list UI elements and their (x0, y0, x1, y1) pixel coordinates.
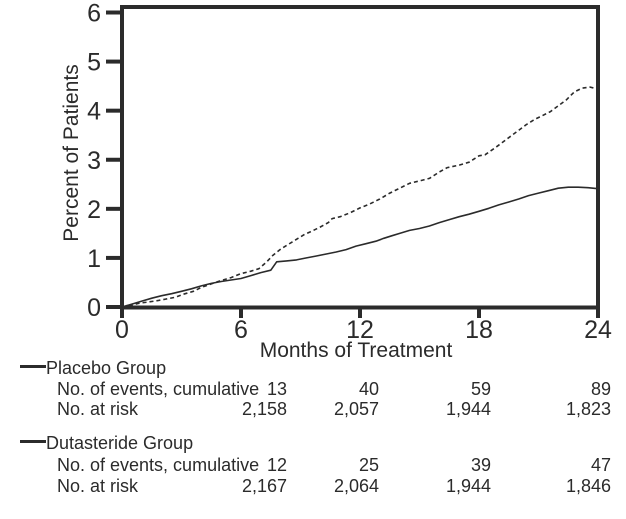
placebo-curve (121, 86, 599, 308)
x-tick-label: 6 (234, 316, 248, 344)
plot-border (120, 5, 600, 310)
legend-row-dutasteride: Dutasteride Group (0, 434, 626, 454)
risk-row-label: No. at risk (57, 476, 139, 496)
chart-canvas: 24 18 12 6 0 6 5 4 3 2 1 0 Percent of Patients Mont… (60, 0, 612, 362)
dutasteride-risk-row: No. at risk 2,167 2,064 1,944 1,846 (0, 477, 626, 497)
y-tick-label: 6 (87, 0, 101, 28)
dutasteride-risk-m12: 2,064 (333, 476, 379, 496)
x-tick-label: 12 (346, 316, 374, 344)
placebo-risk-row: No. at risk 2,158 2,057 1,944 1,823 (0, 400, 626, 420)
placebo-group-label: Placebo Group (46, 358, 167, 378)
dutasteride-risk-m24: 1,846 (565, 476, 611, 496)
placebo-risk-m6: 2,158 (241, 399, 287, 419)
placebo-events-m24: 89 (590, 379, 611, 399)
placebo-events-m18: 59 (470, 379, 491, 399)
x-tick-label: 18 (465, 316, 493, 344)
dutasteride-curve (121, 186, 599, 308)
y-tick-label: 0 (87, 294, 101, 322)
placebo-events-row: No. of events, cumulative 13 40 59 89 (0, 380, 626, 400)
x-axis-title: Months of Treatment (260, 339, 453, 362)
placebo-risk-m24: 1,823 (565, 399, 611, 419)
dutasteride-events-row: No. of events, cumulative 12 25 39 47 (0, 456, 626, 476)
dutasteride-line-marker-icon (20, 440, 46, 443)
placebo-risk-m18: 1,944 (445, 399, 491, 419)
risk-row-label: No. at risk (57, 399, 139, 419)
placebo-events-m6: 13 (266, 379, 287, 399)
y-axis-title: Percent of Patients (60, 64, 83, 241)
placebo-events-m12: 40 (358, 379, 379, 399)
y-tick-label: 1 (87, 245, 101, 273)
placebo-risk-m12: 2,057 (333, 399, 379, 419)
dutasteride-risk-m6: 2,167 (241, 476, 287, 496)
legend-row-placebo: Placebo Group (0, 359, 626, 379)
dutasteride-events-m18: 39 (470, 455, 491, 475)
placebo-line-marker-icon (20, 365, 46, 368)
y-tick-label: 3 (87, 147, 101, 175)
x-tick-label: 24 (584, 316, 612, 344)
x-tick-label: 0 (115, 316, 129, 344)
dutasteride-events-m12: 25 (358, 455, 379, 475)
y-tick-label: 2 (87, 196, 101, 224)
dutasteride-events-m6: 12 (266, 455, 287, 475)
y-tick-label: 5 (87, 49, 101, 77)
dutasteride-group-label: Dutasteride Group (46, 433, 194, 453)
events-row-label: No. of events, cumulative (57, 455, 260, 475)
dutasteride-risk-m18: 1,944 (445, 476, 491, 496)
events-row-label: No. of events, cumulative (57, 379, 260, 399)
y-tick-label: 4 (87, 98, 101, 126)
dutasteride-events-m24: 47 (590, 455, 611, 475)
